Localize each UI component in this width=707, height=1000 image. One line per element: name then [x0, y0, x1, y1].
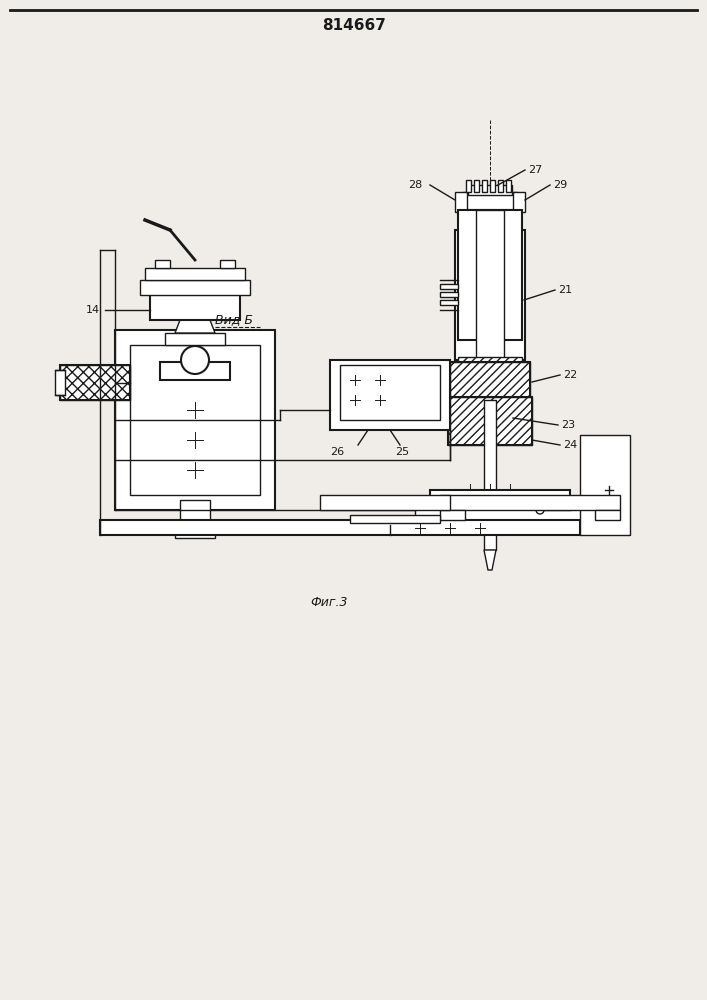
Bar: [60, 365, 130, 400]
Bar: [160, 362, 230, 380]
Bar: [506, 180, 511, 192]
Bar: [115, 330, 275, 510]
Bar: [440, 495, 620, 510]
Text: 23: 23: [561, 420, 575, 430]
Bar: [476, 210, 504, 360]
Bar: [150, 295, 240, 320]
Bar: [450, 362, 530, 400]
Bar: [458, 210, 522, 340]
Circle shape: [536, 506, 544, 514]
Circle shape: [497, 412, 513, 428]
Polygon shape: [175, 320, 215, 333]
Bar: [498, 180, 503, 192]
Bar: [498, 192, 503, 200]
Bar: [130, 345, 260, 495]
Circle shape: [502, 417, 508, 423]
Text: Вид Б: Вид Б: [215, 314, 253, 326]
Bar: [440, 300, 458, 305]
Bar: [463, 192, 468, 200]
Bar: [100, 520, 580, 535]
Bar: [595, 510, 620, 520]
Bar: [330, 360, 450, 430]
Bar: [450, 362, 530, 400]
Bar: [468, 185, 512, 195]
Text: 24: 24: [563, 440, 577, 450]
Bar: [165, 333, 225, 345]
Bar: [455, 192, 467, 212]
Bar: [477, 192, 482, 200]
Polygon shape: [484, 550, 496, 570]
Text: 26: 26: [330, 447, 344, 457]
Bar: [458, 357, 522, 365]
Bar: [490, 180, 495, 192]
Bar: [512, 192, 517, 200]
Bar: [580, 435, 630, 535]
Bar: [491, 192, 496, 200]
Bar: [180, 500, 210, 530]
Bar: [140, 280, 250, 295]
Bar: [440, 284, 458, 289]
Bar: [482, 180, 487, 192]
Bar: [505, 192, 510, 200]
Bar: [155, 260, 170, 268]
Bar: [448, 397, 532, 445]
Bar: [448, 397, 532, 445]
Text: 21: 21: [558, 285, 572, 295]
Bar: [60, 365, 130, 400]
Bar: [175, 526, 215, 538]
Circle shape: [181, 346, 209, 374]
Bar: [466, 180, 471, 192]
Text: 27: 27: [528, 165, 542, 175]
Bar: [484, 192, 489, 200]
Text: Фиг.3: Фиг.3: [310, 596, 348, 609]
Text: 14: 14: [86, 305, 100, 315]
Bar: [145, 268, 245, 280]
Bar: [440, 510, 465, 520]
Bar: [513, 192, 525, 212]
Bar: [484, 400, 496, 550]
Bar: [440, 292, 458, 297]
Text: 28: 28: [408, 180, 422, 190]
Bar: [470, 192, 475, 200]
Bar: [350, 515, 440, 523]
Bar: [415, 507, 585, 525]
Bar: [455, 230, 525, 360]
Text: 22: 22: [563, 370, 577, 380]
Bar: [320, 495, 450, 510]
Bar: [340, 365, 440, 420]
Text: 25: 25: [395, 447, 409, 457]
Bar: [220, 260, 235, 268]
Bar: [474, 180, 479, 192]
Bar: [460, 195, 520, 210]
Bar: [430, 490, 570, 510]
Text: 29: 29: [553, 180, 567, 190]
Bar: [55, 370, 65, 395]
Text: 814667: 814667: [322, 17, 386, 32]
